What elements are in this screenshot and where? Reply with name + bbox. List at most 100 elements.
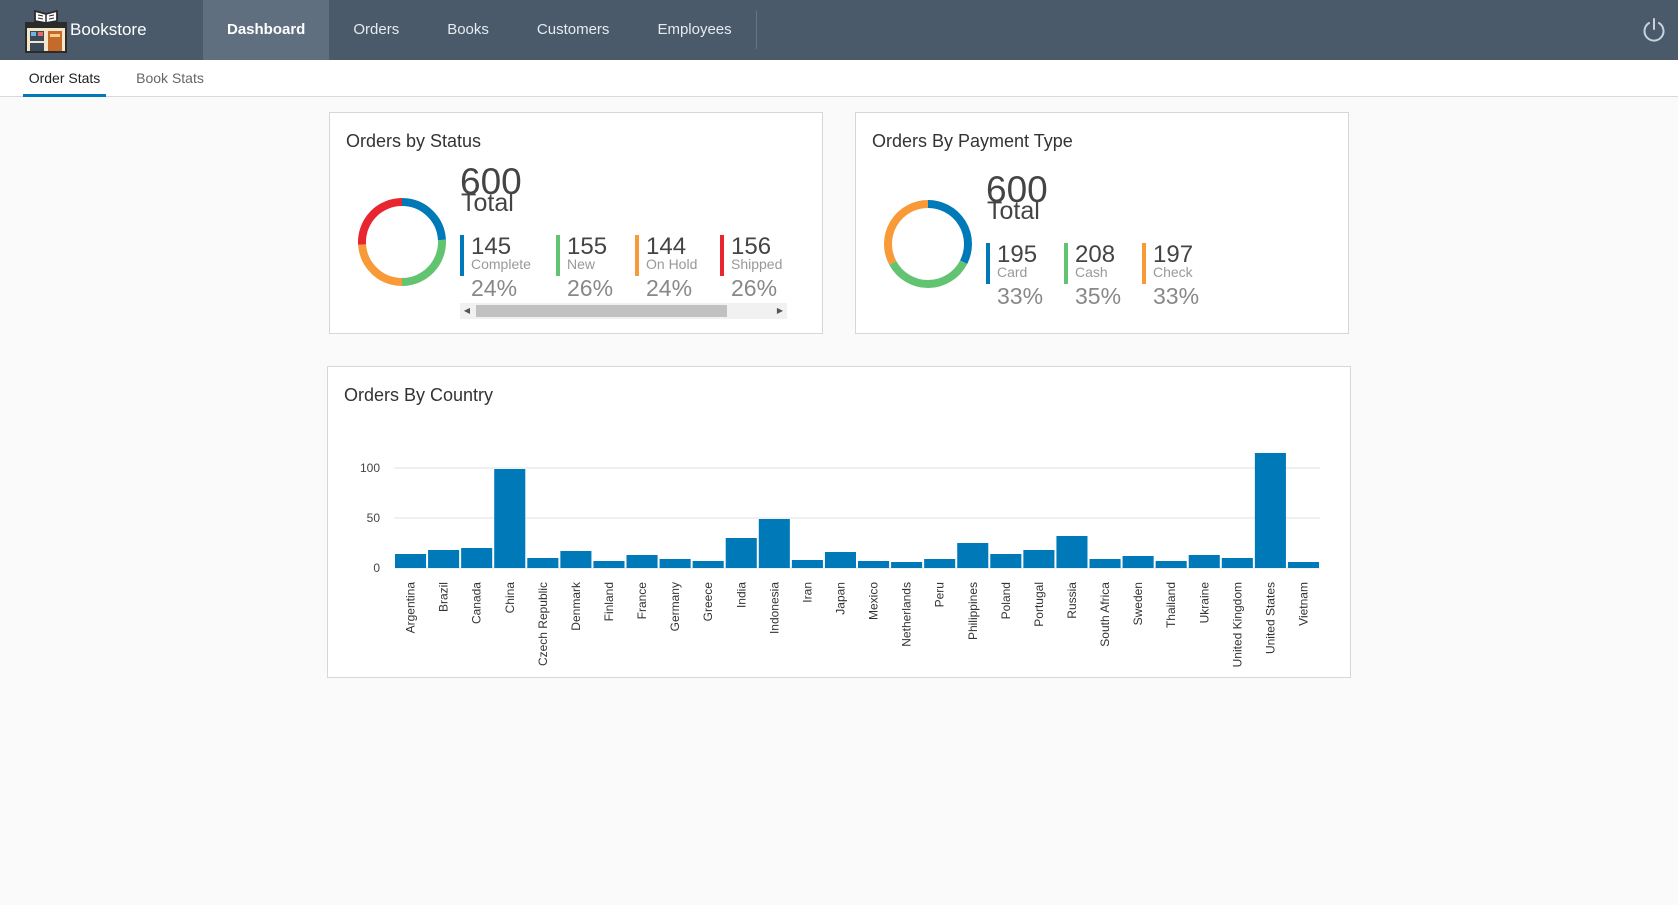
- bar-peru[interactable]: [924, 559, 956, 568]
- x-tick-label: Thailand: [1164, 582, 1178, 628]
- stat-label: Check: [1153, 264, 1193, 280]
- bar-united-states[interactable]: [1254, 453, 1286, 568]
- bar-thailand[interactable]: [1155, 561, 1187, 568]
- x-tick-label: Poland: [999, 582, 1013, 619]
- stat-value: 155: [567, 233, 608, 260]
- nav-books[interactable]: Books: [447, 21, 489, 38]
- x-tick-label: China: [503, 582, 517, 614]
- x-tick-label: Germany: [668, 582, 682, 631]
- bar-mexico[interactable]: [858, 561, 890, 568]
- nav-orders[interactable]: Orders: [353, 21, 400, 38]
- horizontal-scrollbar[interactable]: ◀ ▶: [460, 303, 787, 319]
- stat-percent: 24%: [646, 275, 693, 301]
- stat-percent: 35%: [1075, 283, 1122, 309]
- x-tick-label: Denmark: [569, 581, 583, 631]
- country-bar-chart: 100 50 0 Argentina Brazil Canada China Czech Re…: [360, 453, 1320, 667]
- donut-slice-new: [401, 239, 446, 286]
- bar-france[interactable]: [626, 555, 658, 568]
- y-tick-label: 100: [360, 461, 380, 475]
- total-value: 600: [986, 169, 1048, 210]
- stat-label: Shipped: [731, 256, 783, 272]
- card-title: Orders By Payment Type: [872, 131, 1073, 151]
- tab-book-stats[interactable]: Book Stats: [136, 70, 204, 86]
- stat-color-bar: [986, 243, 990, 284]
- nav-divider: [755, 11, 757, 49]
- y-tick-label: 50: [367, 511, 381, 525]
- power-icon[interactable]: [1640, 16, 1668, 44]
- orders-by-payment-card: Orders By Payment Type 600 Total 195 Car…: [855, 112, 1349, 334]
- top-header: Bookstore Dashboard Orders Books Custome…: [0, 0, 1678, 60]
- donut-slice-cash: [889, 260, 968, 288]
- stat-color-bar: [720, 235, 724, 276]
- bar-portugal[interactable]: [1023, 550, 1055, 568]
- bar-iran[interactable]: [791, 560, 823, 568]
- x-tick-label: India: [734, 582, 748, 608]
- nav-customers[interactable]: Customers: [536, 21, 610, 38]
- bar-ukraine[interactable]: [1188, 555, 1220, 568]
- stat-color-bar: [1142, 243, 1146, 284]
- bar-argentina[interactable]: [395, 554, 427, 568]
- stat-value: 197: [1153, 241, 1194, 268]
- bar-czech-republic[interactable]: [527, 558, 559, 568]
- bar-denmark[interactable]: [560, 551, 592, 568]
- x-tick-label: Argentina: [404, 582, 418, 634]
- nav-employees[interactable]: Employees: [657, 21, 732, 38]
- bar-brazil[interactable]: [428, 550, 460, 568]
- bar-philippines[interactable]: [957, 543, 989, 568]
- bar-china[interactable]: [494, 469, 526, 568]
- x-tick-label: Sweden: [1131, 582, 1145, 625]
- bookstore-logo-icon: [25, 9, 67, 53]
- bar-canada[interactable]: [461, 548, 493, 568]
- bar-japan[interactable]: [824, 552, 856, 568]
- x-tick-label: Ukraine: [1197, 582, 1211, 624]
- bar-russia[interactable]: [1056, 536, 1088, 568]
- x-tick-label: Peru: [933, 582, 947, 607]
- stat-percent: 26%: [731, 275, 778, 301]
- bar-vietnam[interactable]: [1287, 562, 1319, 568]
- x-tick-label: United Kingdom: [1230, 582, 1244, 667]
- x-tick-label: Portugal: [1032, 582, 1046, 627]
- bar-indonesia[interactable]: [758, 519, 790, 568]
- x-tick-label: Vietnam: [1296, 582, 1310, 626]
- x-tick-label: South Africa: [1098, 582, 1112, 647]
- x-tick-label: Brazil: [437, 582, 451, 612]
- bar-greece[interactable]: [692, 561, 724, 568]
- brand[interactable]: Bookstore: [25, 2, 147, 58]
- stat-percent: 33%: [1153, 283, 1200, 309]
- bar-netherlands[interactable]: [891, 562, 923, 568]
- stat-label: New: [567, 256, 596, 272]
- bar-sweden[interactable]: [1122, 556, 1154, 568]
- scroll-left-arrow-icon[interactable]: ◀: [463, 306, 471, 315]
- stat-value: 195: [997, 241, 1038, 268]
- sub-nav: Order Stats Book Stats: [0, 60, 1678, 97]
- bar-germany[interactable]: [659, 559, 691, 568]
- tab-order-stats[interactable]: Order Stats: [23, 60, 106, 97]
- y-tick-label: 0: [373, 561, 380, 575]
- bar-poland[interactable]: [990, 554, 1022, 568]
- x-tick-label: Indonesia: [767, 582, 781, 634]
- stat-label: On Hold: [646, 256, 698, 272]
- card-title: Orders by Status: [346, 131, 482, 151]
- x-tick-label: Finland: [602, 582, 616, 621]
- stat-percent: 33%: [997, 283, 1044, 309]
- bar-south-africa[interactable]: [1089, 559, 1121, 568]
- stat-value: 156: [731, 233, 772, 260]
- stat-label: Complete: [471, 256, 531, 272]
- x-tick-label: France: [635, 582, 649, 620]
- x-tick-label: Canada: [470, 582, 484, 624]
- orders-by-status-card: Orders by Status 600 Total 145 Complete …: [329, 112, 823, 334]
- bar-finland[interactable]: [593, 561, 625, 568]
- x-tick-label: Philippines: [966, 582, 980, 640]
- x-tick-label: Russia: [1065, 582, 1079, 619]
- x-tick-label: United States: [1263, 582, 1277, 654]
- total-label: Total: [461, 189, 514, 217]
- bar-india[interactable]: [725, 538, 757, 568]
- x-tick-label: Iran: [800, 582, 814, 603]
- stat-color-bar: [556, 235, 560, 276]
- donut-slice-check: [884, 200, 929, 265]
- stat-color-bar: [1064, 243, 1068, 284]
- bar-united-kingdom[interactable]: [1221, 558, 1253, 568]
- nav-dashboard[interactable]: Dashboard: [203, 0, 330, 60]
- scroll-right-arrow-icon[interactable]: ▶: [776, 306, 784, 315]
- scroll-thumb[interactable]: [476, 305, 727, 317]
